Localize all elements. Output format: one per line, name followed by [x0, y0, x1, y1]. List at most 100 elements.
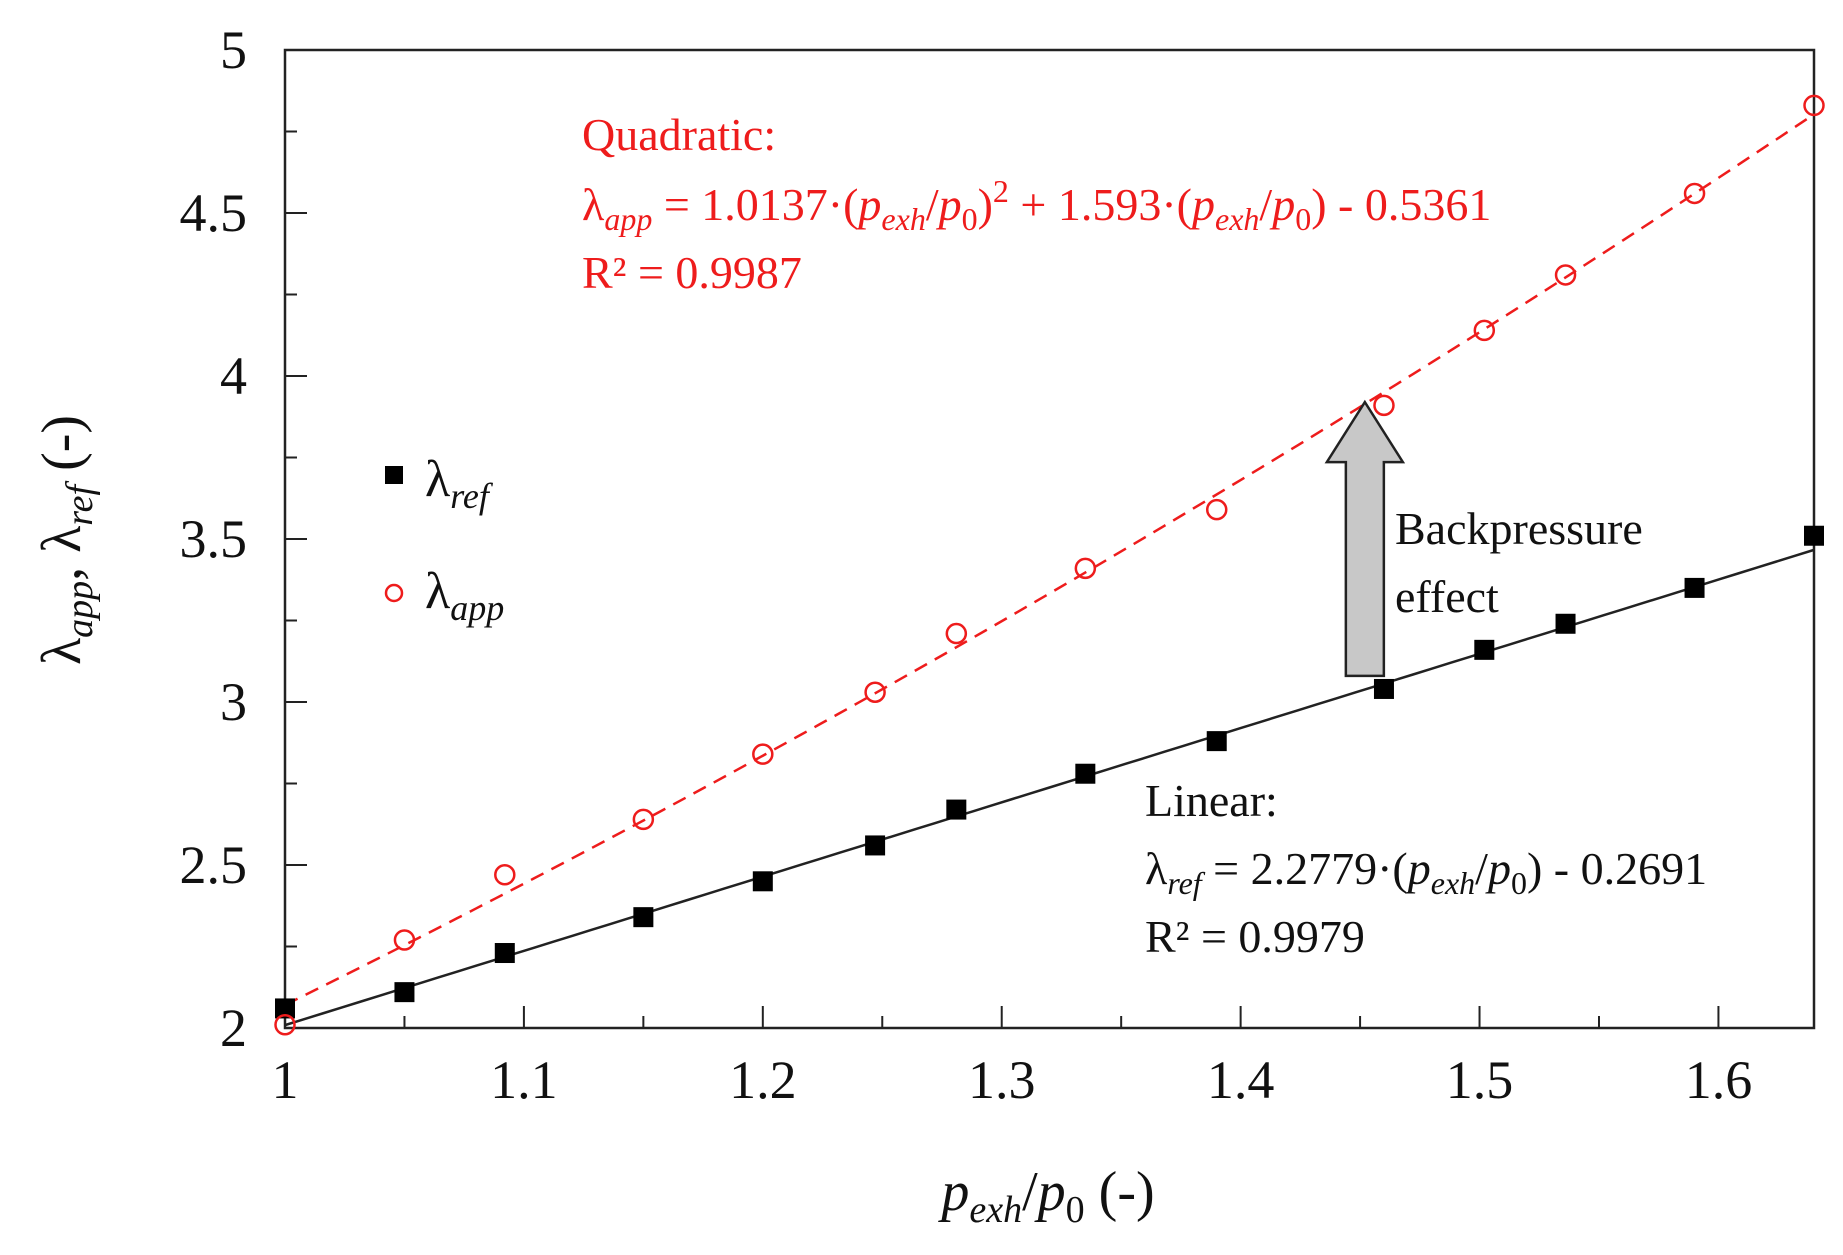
y-axis-title: λapp, λref (-): [31, 415, 101, 665]
linear-title: Linear:: [1145, 775, 1278, 826]
linear-eq-part1: = 2.2779·(: [1202, 843, 1408, 894]
y-title-ref: ref: [59, 480, 101, 525]
quadratic-eq-part1: = 1.0137·(: [652, 179, 858, 230]
x-tick-label: 1: [272, 1050, 299, 1110]
x-axis-ticks: 1 1.1 1.2 1.3 1.4 1.5 1.6: [272, 1006, 1753, 1110]
y-title-unit: (-): [31, 415, 93, 485]
x-tick-label: 1.1: [490, 1050, 558, 1110]
linear-p2: p: [1485, 843, 1511, 894]
quadratic-annotation: Quadratic: λapp = 1.0137·(pexh/p0)2 + 1.…: [582, 109, 1491, 298]
quadratic-p4: p: [1269, 179, 1295, 230]
x-tick-label: 1.5: [1446, 1050, 1514, 1110]
y-tick-label: 2: [220, 998, 247, 1058]
linear-annotation: Linear: λref = 2.2779·(pexh/p0) - 0.2691…: [1145, 775, 1707, 962]
app-data-point: [1803, 94, 1825, 117]
app-data-point: [1554, 264, 1577, 286]
data-points: [274, 94, 1825, 1036]
linear-slash: /: [1475, 843, 1488, 894]
linear-p1: p: [1405, 843, 1431, 894]
quadratic-p1: p: [855, 179, 881, 230]
ref-data-point: [1075, 763, 1096, 784]
x-title-p1: p: [937, 1161, 969, 1223]
quadratic-p2: p: [936, 179, 962, 230]
backpressure-label-line2: effect: [1395, 571, 1499, 622]
linear-lambda-sub: ref: [1167, 865, 1205, 901]
linear-equation: λref = 2.2779·(pexh/p0) - 0.2691: [1145, 843, 1707, 901]
quadratic-slash1: /: [926, 179, 939, 230]
ref-data-point: [1804, 525, 1824, 546]
legend-marker-app: [384, 583, 404, 603]
y-title-lambda2: λ: [31, 526, 93, 553]
ref-data-point: [752, 871, 773, 892]
app-data-point: [1074, 557, 1097, 580]
quadratic-exh1: exh: [881, 201, 925, 237]
app-data-point: [274, 1013, 296, 1036]
ref-data-point: [1474, 639, 1495, 660]
app-data-point: [1373, 394, 1395, 417]
linear-r2: R² = 0.9979: [1145, 911, 1365, 962]
y-tick-label: 4: [220, 346, 247, 406]
x-title-unit: (-): [1085, 1161, 1155, 1223]
quadratic-eq-part2: ): [978, 179, 993, 230]
app-data-point: [393, 929, 416, 951]
y-title-app: app: [59, 581, 101, 638]
y-tick-label: 2.5: [180, 835, 248, 895]
x-tick-label: 1.4: [1207, 1050, 1275, 1110]
y-title-lambda1: λ: [31, 638, 93, 665]
x-title-p2: p: [1034, 1161, 1066, 1223]
legend-ref-symbol: λ: [425, 451, 450, 508]
quadratic-equation: λapp = 1.0137·(pexh/p0)2 + 1.593·(pexh/p…: [582, 173, 1491, 237]
y-tick-label: 3: [220, 672, 247, 732]
linear-exh: exh: [1431, 865, 1475, 901]
x-tick-label: 1.6: [1685, 1050, 1753, 1110]
x-axis-title: pexh/p0 (-): [937, 1161, 1154, 1231]
y-tick-label: 5: [220, 20, 247, 80]
x-tick-label: 1.2: [729, 1050, 797, 1110]
linear-zero: 0: [1511, 865, 1527, 901]
ref-data-point: [946, 799, 967, 820]
quadratic-slash2: /: [1259, 179, 1272, 230]
quadratic-exh2: exh: [1215, 201, 1259, 237]
ref-data-point: [275, 998, 295, 1019]
app-data-point: [945, 622, 968, 645]
quadratic-square: 2: [993, 173, 1009, 209]
legend-label-app: λapp: [425, 563, 504, 628]
quadratic-eq-part4: ) - 0.5361: [1311, 179, 1491, 230]
quadratic-p3: p: [1189, 179, 1215, 230]
quadratic-fit-line: [284, 113, 1815, 1007]
app-data-point: [1683, 182, 1706, 205]
x-title-exh: exh: [969, 1189, 1022, 1231]
app-data-point: [752, 743, 774, 765]
legend-label-ref: λref: [425, 451, 494, 516]
legend-ref-sub: ref: [450, 476, 494, 516]
ref-data-point: [1373, 678, 1394, 699]
ref-data-point: [1555, 613, 1576, 634]
quadratic-r2: R² = 0.9987: [582, 247, 802, 298]
ref-data-point: [494, 943, 515, 964]
y-tick-label: 3.5: [180, 509, 248, 569]
y-title-comma: ,: [31, 553, 93, 581]
app-data-point: [494, 864, 516, 886]
app-data-point: [1473, 319, 1496, 342]
legend-app-sub: app: [450, 588, 504, 628]
app-data-point: [632, 808, 655, 831]
quadratic-zero1: 0: [962, 201, 978, 237]
backpressure-label-line1: Backpressure: [1395, 503, 1643, 554]
y-tick-label: 4.5: [180, 183, 248, 243]
quadratic-zero2: 0: [1295, 201, 1311, 237]
ref-data-point: [633, 907, 654, 928]
quadratic-title: Quadratic:: [582, 109, 776, 160]
ref-data-point: [394, 982, 415, 1003]
app-data-point: [1205, 498, 1228, 521]
x-tick-label: 1.3: [968, 1050, 1036, 1110]
up-arrow-icon: [1324, 399, 1406, 678]
legend-app-symbol: λ: [425, 563, 450, 620]
ref-data-point: [1684, 577, 1705, 598]
linear-eq-part2: ) - 0.2691: [1527, 843, 1707, 894]
quadratic-eq-part3: + 1.593·(: [1009, 179, 1192, 230]
quadratic-lambda: λ: [582, 179, 605, 230]
ref-data-point: [1206, 731, 1227, 752]
x-title-zero: 0: [1066, 1189, 1085, 1231]
legend: λref λapp: [384, 451, 504, 628]
